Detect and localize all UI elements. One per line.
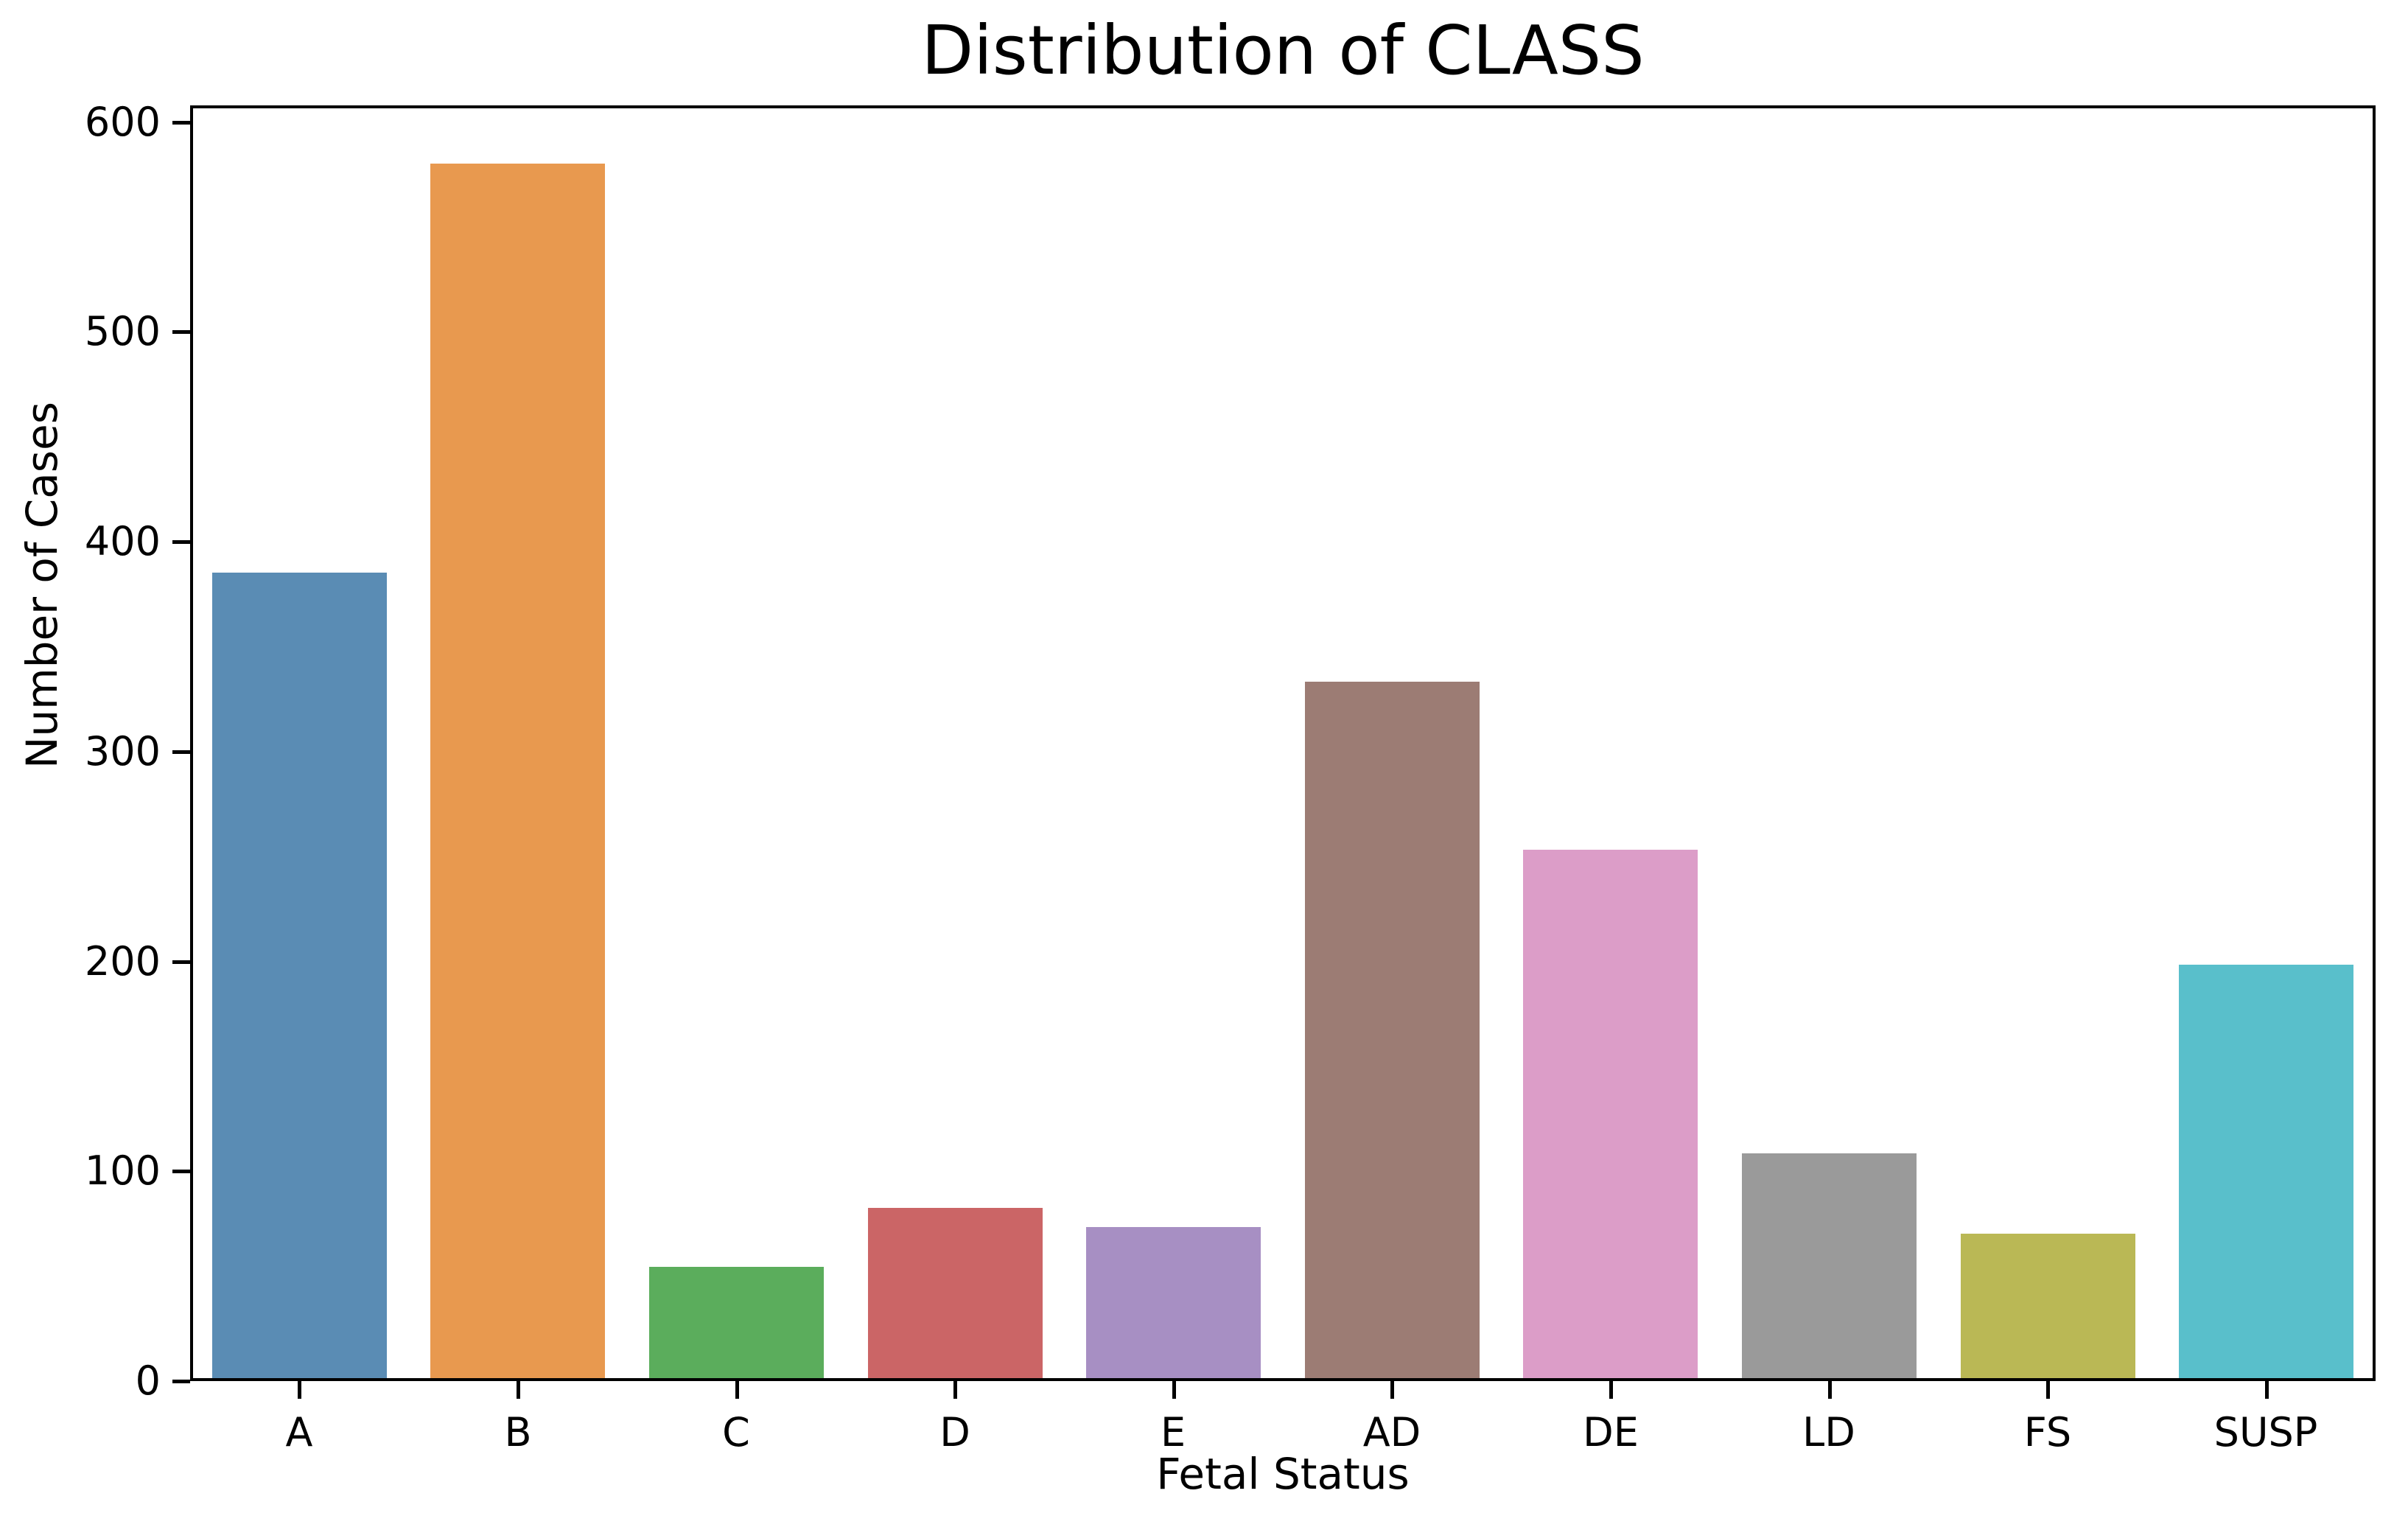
x-tick-label-B: B [504, 1409, 532, 1456]
bar-E [1086, 1227, 1261, 1378]
x-tick-label-AD: AD [1362, 1409, 1421, 1456]
x-tick-mark-DE [1609, 1381, 1613, 1399]
x-tick-label-A: A [285, 1409, 313, 1456]
x-tick-mark-B [517, 1381, 520, 1399]
x-tick-label-DE: DE [1583, 1409, 1639, 1456]
x-tick-mark-C [735, 1381, 739, 1399]
x-tick-label-FS: FS [2023, 1409, 2072, 1456]
chart-title: Distribution of CLASS [921, 11, 1645, 90]
x-tick-mark-A [298, 1381, 301, 1399]
x-tick-mark-SUSP [2265, 1381, 2269, 1399]
x-tick-mark-AD [1390, 1381, 1394, 1399]
y-tick-mark-300 [172, 750, 190, 754]
bar-B [430, 164, 605, 1378]
y-tick-label-100: 100 [84, 1147, 161, 1194]
x-axis-label: Fetal Status [1156, 1449, 1410, 1499]
y-tick-label-0: 0 [135, 1357, 161, 1404]
y-tick-label-200: 200 [84, 938, 161, 985]
y-tick-mark-100 [172, 1170, 190, 1173]
bar-FS [1961, 1234, 2135, 1378]
x-tick-mark-E [1172, 1381, 1176, 1399]
y-tick-label-500: 500 [84, 308, 161, 354]
bar-SUSP [2179, 965, 2353, 1378]
bar-C [649, 1267, 824, 1378]
x-tick-label-LD: LD [1802, 1409, 1855, 1456]
x-tick-mark-FS [2046, 1381, 2050, 1399]
y-tick-mark-500 [172, 330, 190, 334]
y-tick-mark-400 [172, 540, 190, 544]
x-tick-label-D: D [939, 1409, 970, 1456]
x-tick-label-SUSP: SUSP [2213, 1409, 2318, 1456]
y-tick-mark-0 [172, 1380, 190, 1383]
bar-DE [1523, 850, 1698, 1378]
y-tick-label-400: 400 [84, 518, 161, 565]
bar-LD [1742, 1153, 1917, 1378]
x-tick-label-E: E [1160, 1409, 1186, 1456]
y-tick-label-300: 300 [84, 728, 161, 775]
y-tick-mark-200 [172, 960, 190, 964]
x-tick-mark-LD [1828, 1381, 1832, 1399]
y-tick-label-600: 600 [84, 99, 161, 145]
bar-A [212, 573, 387, 1378]
plot-area: 0 100 200 300 400 500 600 A B C D E AD DE LD FS SUSP [85, 99, 2376, 1456]
y-tick-mark-600 [172, 121, 190, 125]
x-tick-mark-D [953, 1381, 957, 1399]
bar-D [868, 1208, 1043, 1378]
x-tick-label-C: C [722, 1409, 750, 1456]
bar-AD [1305, 682, 1480, 1378]
